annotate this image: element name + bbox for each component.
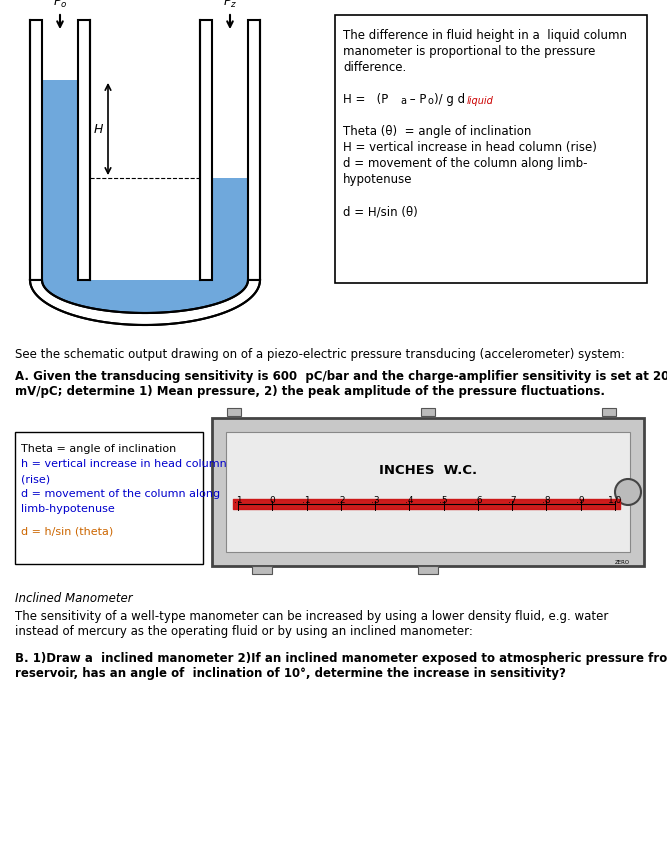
Text: .2: .2 xyxy=(337,496,345,505)
Polygon shape xyxy=(212,178,248,280)
Text: a: a xyxy=(400,96,406,106)
Text: (rise): (rise) xyxy=(21,474,50,484)
Text: A. Given the transducing sensitivity is 600  pC/bar and the charge-amplifier sen: A. Given the transducing sensitivity is … xyxy=(15,370,667,398)
Polygon shape xyxy=(42,80,78,280)
Text: .5: .5 xyxy=(440,496,448,505)
Text: B. 1)Draw a  inclined manometer 2)If an inclined manometer exposed to atmospheri: B. 1)Draw a inclined manometer 2)If an i… xyxy=(15,652,667,680)
Text: H = vertical increase in head column (rise): H = vertical increase in head column (ri… xyxy=(343,141,597,154)
Text: d = H/sin (θ): d = H/sin (θ) xyxy=(343,205,418,218)
Polygon shape xyxy=(30,280,260,325)
Text: $P_z$: $P_z$ xyxy=(223,0,237,10)
Bar xyxy=(421,408,435,416)
Text: .3: .3 xyxy=(371,496,380,505)
Bar xyxy=(30,20,42,280)
Text: The sensitivity of a well-type manometer can be increased by using a lower densi: The sensitivity of a well-type manometer… xyxy=(15,610,608,638)
Text: .4: .4 xyxy=(405,496,414,505)
Bar xyxy=(212,418,644,566)
Bar xyxy=(252,566,272,574)
Text: 0: 0 xyxy=(269,496,275,505)
Bar xyxy=(226,432,630,552)
Text: The difference in fluid height in a  liquid column: The difference in fluid height in a liqu… xyxy=(343,29,627,42)
Text: Theta = angle of inclination: Theta = angle of inclination xyxy=(21,444,176,454)
Text: .7: .7 xyxy=(508,496,516,505)
Bar xyxy=(602,408,616,416)
Text: d = h/sin (theta): d = h/sin (theta) xyxy=(21,527,113,537)
Bar xyxy=(335,15,647,283)
Text: d = movement of the column along limb-: d = movement of the column along limb- xyxy=(343,157,588,170)
Text: 1.0: 1.0 xyxy=(608,496,622,505)
Text: See the schematic output drawing on of a piezo-electric pressure transducing (ac: See the schematic output drawing on of a… xyxy=(15,348,625,361)
Text: – P: – P xyxy=(406,93,426,106)
Bar xyxy=(78,20,90,280)
Circle shape xyxy=(615,479,641,505)
Bar xyxy=(15,432,203,564)
Bar xyxy=(248,20,260,280)
Text: limb-hypotenuse: limb-hypotenuse xyxy=(21,504,115,514)
Bar xyxy=(227,408,241,416)
Text: .1: .1 xyxy=(302,496,311,505)
Text: Theta (θ)  = angle of inclination: Theta (θ) = angle of inclination xyxy=(343,125,532,138)
Text: INCHES  W.C.: INCHES W.C. xyxy=(379,464,477,476)
Text: hypotenuse: hypotenuse xyxy=(343,173,412,186)
Text: ZERO: ZERO xyxy=(614,560,630,565)
Text: h = vertical increase in head column: h = vertical increase in head column xyxy=(21,459,227,469)
Text: liquid: liquid xyxy=(467,96,494,106)
Text: Inclined Manometer: Inclined Manometer xyxy=(15,592,133,605)
Text: o: o xyxy=(428,96,434,106)
Text: .9: .9 xyxy=(576,496,585,505)
Text: .1: .1 xyxy=(233,496,242,505)
Text: .8: .8 xyxy=(542,496,551,505)
Text: )/ g d: )/ g d xyxy=(434,93,465,106)
Text: H =   (P: H = (P xyxy=(343,93,388,106)
Polygon shape xyxy=(42,280,248,313)
Text: difference.: difference. xyxy=(343,61,406,74)
Text: manometer is proportional to the pressure: manometer is proportional to the pressur… xyxy=(343,45,596,58)
Text: H: H xyxy=(93,122,103,136)
Text: .6: .6 xyxy=(474,496,482,505)
Bar xyxy=(418,566,438,574)
Text: $P_o$: $P_o$ xyxy=(53,0,67,10)
Text: d = movement of the column along: d = movement of the column along xyxy=(21,489,220,499)
Bar xyxy=(200,20,212,280)
